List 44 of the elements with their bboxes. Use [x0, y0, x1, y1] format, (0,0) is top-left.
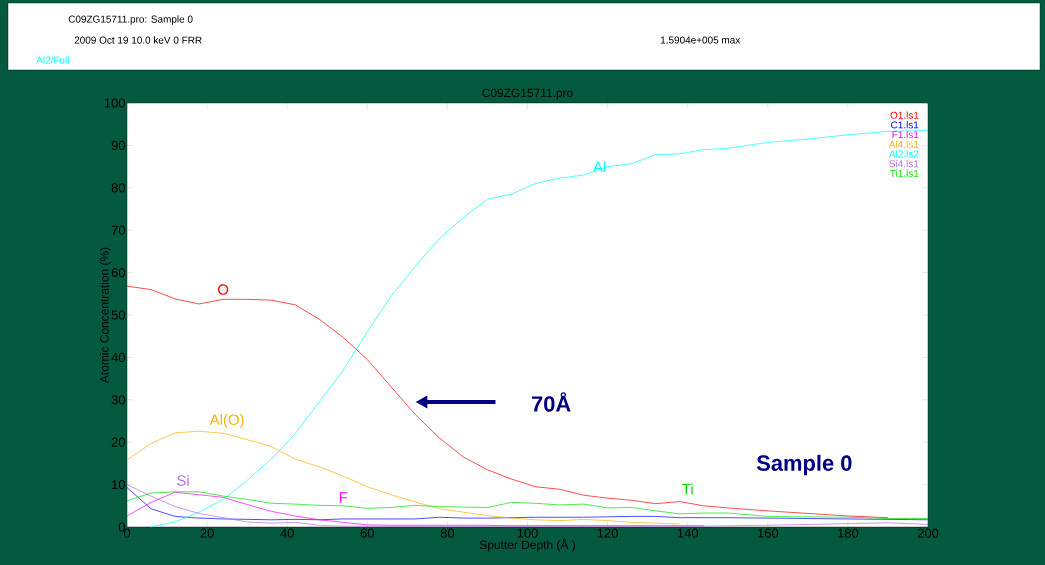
line-series — [126, 430, 681, 525]
x-axis-title: Sputter Depth (Å ) — [479, 538, 575, 552]
text: Si4.ls1 — [889, 159, 919, 168]
text: F1.ls1 — [892, 130, 919, 139]
y-tick-label: 70 — [111, 225, 125, 235]
y-tick-label: 20 — [111, 437, 125, 447]
text: 1.5904e+005 max — [660, 36, 741, 44]
annotation: Al — [592, 161, 606, 173]
y-tick-label: 30 — [111, 395, 125, 405]
y-tick-label: 60 — [111, 268, 125, 278]
annotation: Sample 0 — [756, 454, 852, 476]
y-tick-label: 50 — [111, 310, 125, 320]
x-tick-label: 20 — [200, 528, 214, 538]
x-tick-label: 60 — [360, 528, 374, 538]
y-tick-label: 10 — [112, 480, 125, 490]
text: 2009 Oct 19 10.0 keV 0 FRR — [74, 36, 202, 44]
x-tick-label: 120 — [597, 528, 618, 538]
text: C09ZG15711.pro: Sample 0 — [68, 15, 193, 25]
x-tick-label: 100 — [517, 528, 538, 538]
x-tick-label: 80 — [440, 528, 455, 538]
x-tick-label: 140 — [677, 528, 699, 538]
annotation: Al(O) — [209, 414, 244, 428]
annotation: O — [218, 284, 229, 295]
annotation: 70Å — [531, 392, 571, 412]
x-tick-label: 200 — [917, 528, 939, 538]
y-tick-label: 80 — [111, 183, 125, 193]
series-label: Al2.ls2 — [888, 150, 919, 158]
y-axis-title: Atomic Concentration (%) — [99, 247, 112, 384]
y-tick-label: 40 — [111, 352, 125, 362]
x-tick-label: 40 — [280, 528, 294, 538]
text: Ti1.ls1 — [890, 169, 919, 177]
text: Al2/Full — [36, 56, 69, 64]
y-tick-label: 100 — [104, 98, 125, 108]
text: Al4.ls1 — [888, 140, 919, 148]
annotation: Si — [177, 474, 189, 486]
chart-title: C09ZG15711.pro — [482, 88, 573, 100]
x-tick-label: 160 — [757, 528, 779, 538]
y-tick-label: 90 — [111, 140, 125, 150]
x-tick-label: 180 — [838, 528, 859, 538]
line-series — [126, 285, 889, 519]
text: O1.ls1 — [890, 111, 919, 119]
annotation: Ti — [682, 483, 693, 495]
text: C1.ls1 — [891, 121, 919, 129]
annotation: F — [339, 492, 348, 503]
